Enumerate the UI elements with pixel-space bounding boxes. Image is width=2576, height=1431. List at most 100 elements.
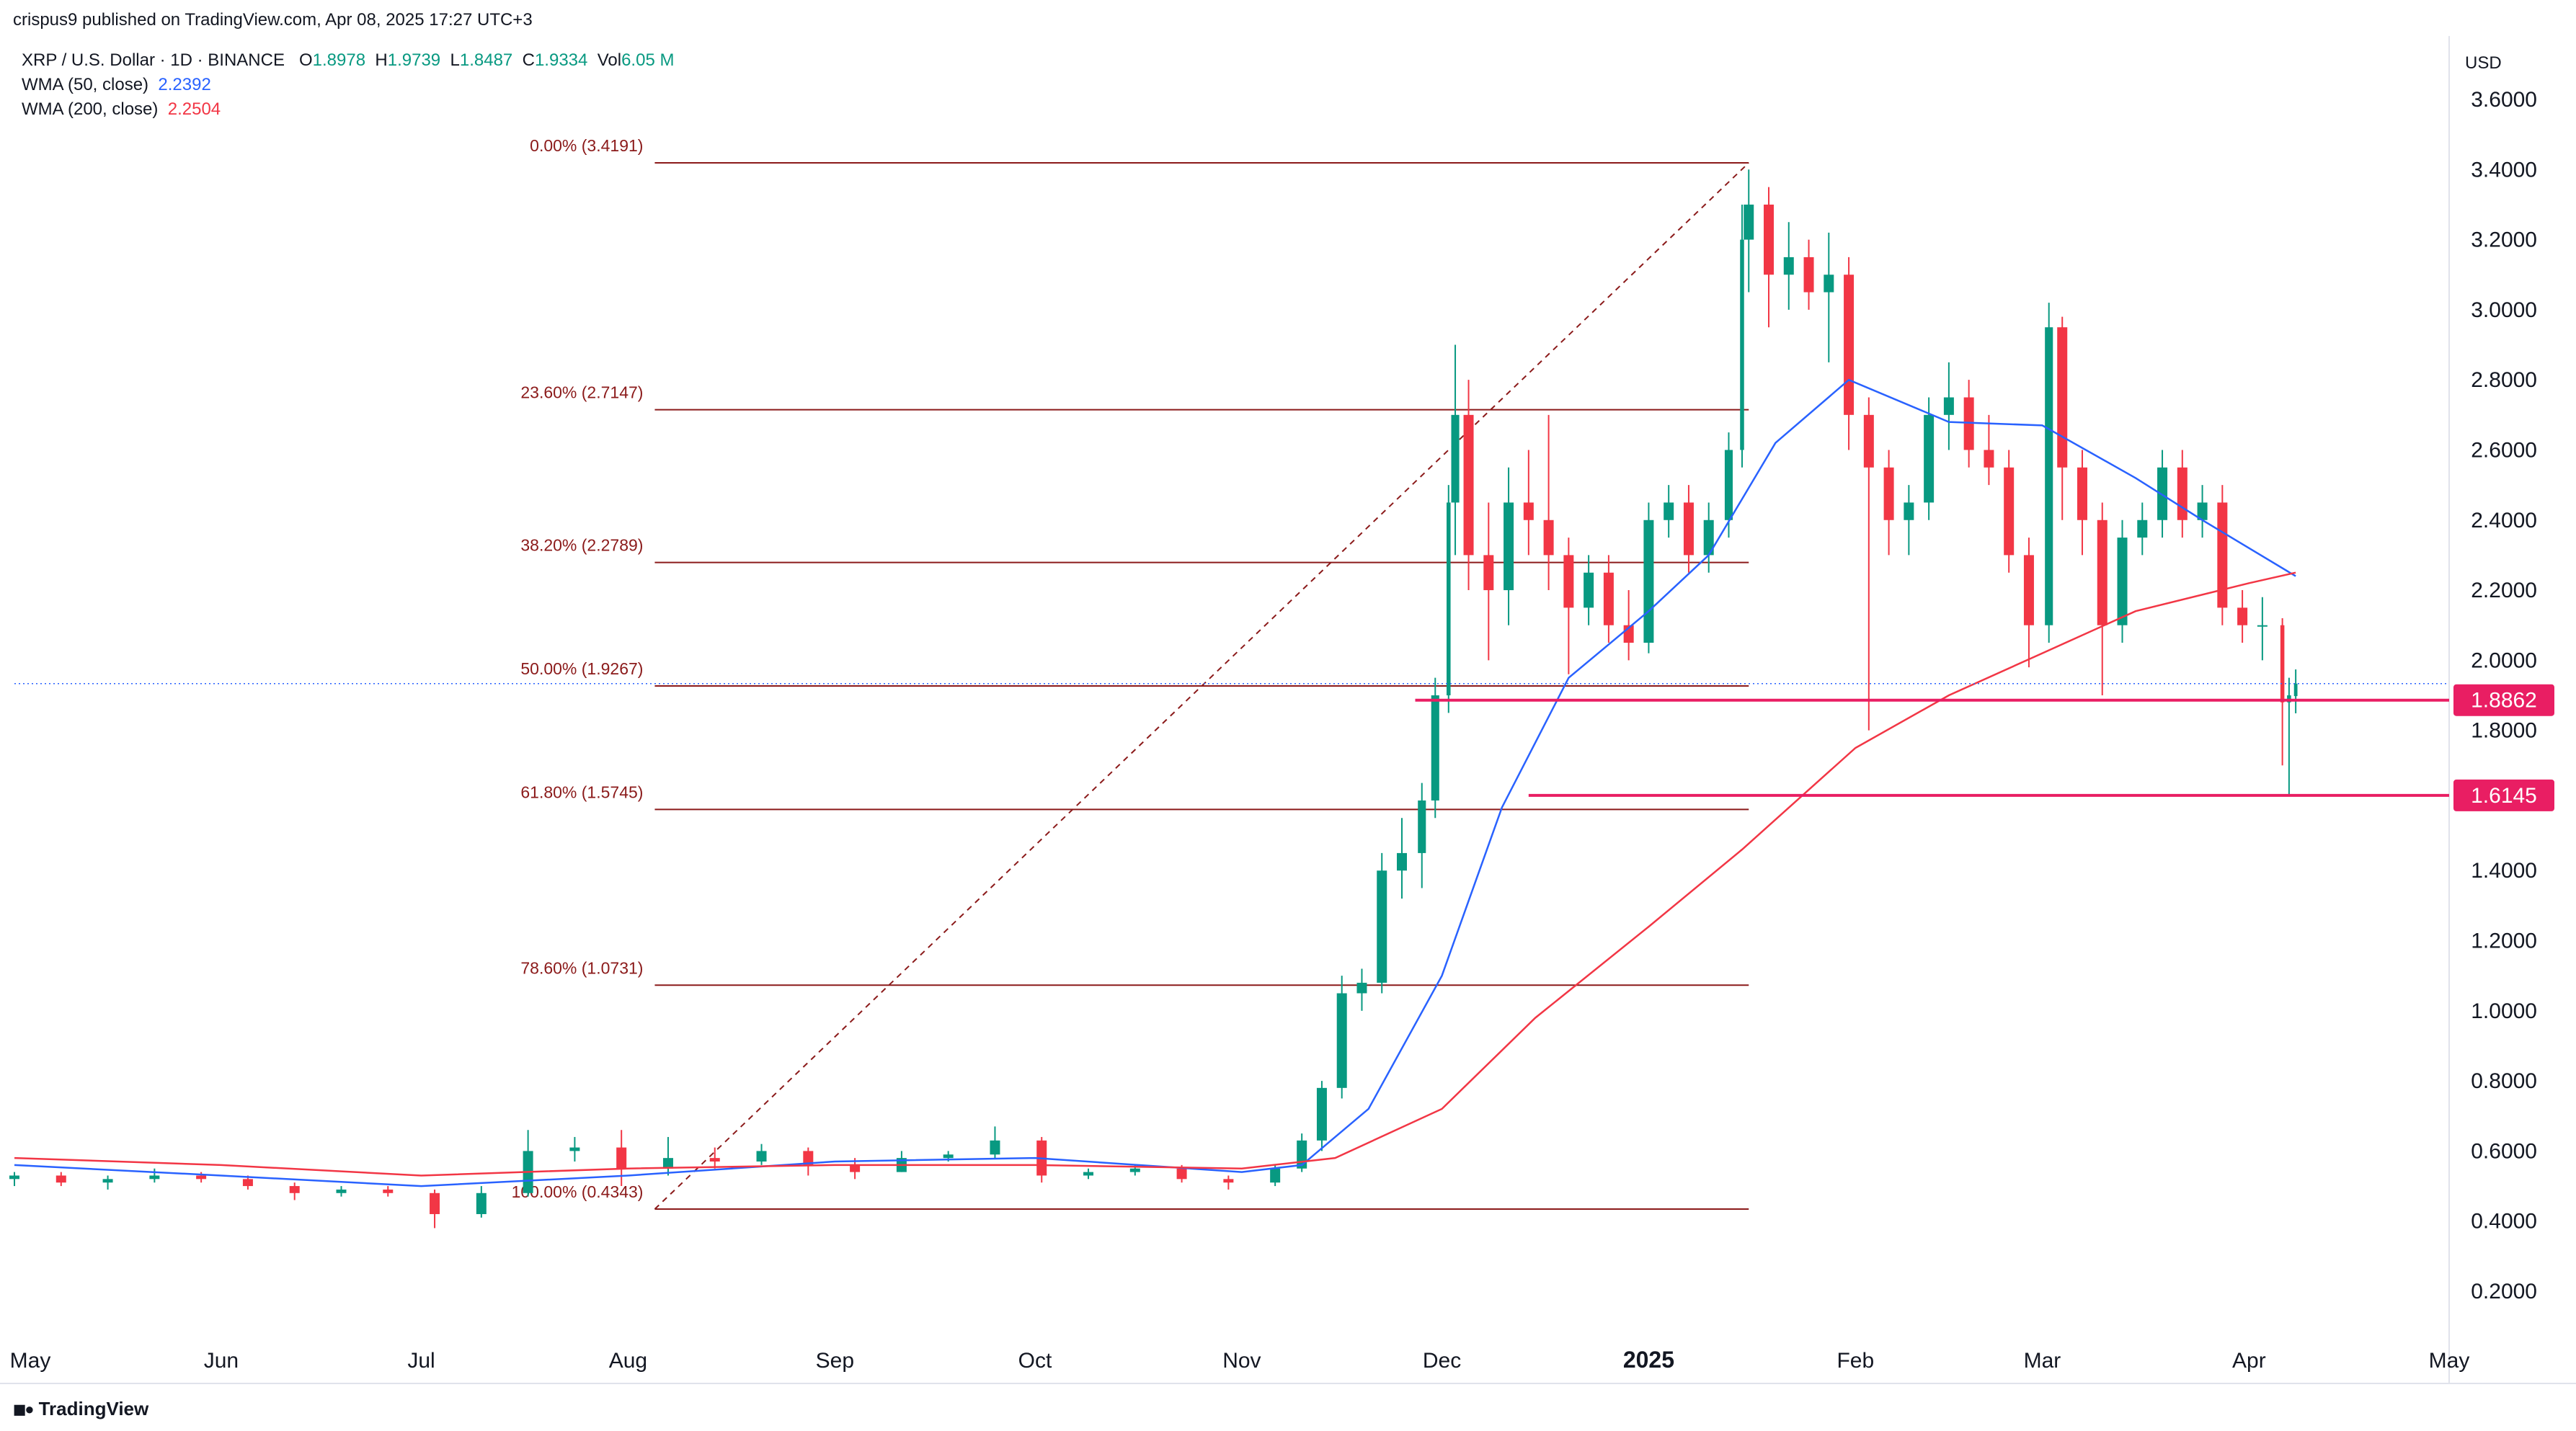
candle-body <box>2045 327 2053 625</box>
time-tick-label: Jul <box>407 1349 435 1373</box>
candle-body <box>1764 204 1775 275</box>
fibonacci-retracement[interactable]: 0.00% (3.4191) 23.60% (2.7147) 38.20% (2.2… <box>512 136 1749 1211</box>
price-tick-label: 3.6000 <box>2471 88 2537 112</box>
ohlc-close-key: C <box>522 50 535 70</box>
candle-body <box>1783 257 1794 275</box>
candle-body <box>569 1147 580 1151</box>
candle-body <box>336 1189 347 1193</box>
support-level-tag <box>2453 779 2554 811</box>
candle-body <box>2293 683 2298 697</box>
candle-body <box>1463 414 1474 556</box>
candle-body <box>1083 1172 1094 1176</box>
fib-level-label: 38.20% (2.2789) <box>520 536 643 555</box>
symbol-ohlc-line: XRP / U.S. Dollar · 1D · BINANCE O1.8978… <box>22 50 674 71</box>
candle-body <box>1603 572 1614 625</box>
candle-body <box>1744 204 1754 240</box>
wma200-line <box>14 571 2296 1177</box>
price-tick-label: 0.8000 <box>2471 1069 2537 1093</box>
candle-body <box>1431 695 1439 801</box>
candle-body <box>1824 275 1834 293</box>
price-tick-label: 2.2000 <box>2471 579 2537 602</box>
candle-body <box>55 1175 66 1183</box>
candle-body <box>1504 502 1514 591</box>
candle-body <box>1336 993 1347 1088</box>
candle-body <box>803 1151 814 1165</box>
candle-body <box>1883 467 1894 520</box>
price-tick-label: 3.4000 <box>2471 158 2537 182</box>
candle-body <box>2097 520 2108 625</box>
candle-body <box>2137 520 2148 538</box>
candle-body <box>430 1192 440 1214</box>
price-tick-label: 2.4000 <box>2471 509 2537 532</box>
candle-body <box>1563 555 1574 608</box>
price-tick-label: 3.2000 <box>2471 228 2537 252</box>
time-tick-label: Dec <box>1423 1349 1461 1373</box>
time-tick-label: Feb <box>1836 1349 1874 1373</box>
price-tick-label: 1.2000 <box>2471 930 2537 953</box>
candle-body <box>289 1186 300 1193</box>
time-tick-label: Aug <box>609 1349 647 1373</box>
candle-body <box>1803 257 1814 293</box>
wma200-legend[interactable]: WMA (200, close) 2.2504 <box>22 99 221 120</box>
price-axis-unit-label: USD <box>2465 53 2502 73</box>
wma50-legend[interactable]: WMA (50, close) 2.2392 <box>22 75 211 95</box>
ohlc-low-value: 1.8487 <box>459 50 513 70</box>
candle-body <box>102 1179 113 1183</box>
tradingview-logo[interactable]: ◼● TradingView <box>13 1398 148 1420</box>
candle-body <box>9 1175 19 1180</box>
candle-body <box>662 1158 673 1169</box>
candle-body <box>1844 275 1855 415</box>
candle-body <box>242 1179 253 1187</box>
ohlc-close-value: 1.9334 <box>534 50 588 70</box>
candlestick-series <box>9 169 2298 1229</box>
tradingview-logo-icon: ◼● <box>13 1399 35 1418</box>
candle-body <box>149 1175 160 1180</box>
fib-level-label: 61.80% (1.5745) <box>520 783 643 801</box>
candle-body <box>1984 450 1994 468</box>
wma200-value: 2.2504 <box>167 99 221 119</box>
candle-body <box>1396 852 1407 871</box>
candle-body <box>709 1158 720 1162</box>
candle-body <box>1863 414 1874 468</box>
candle-body <box>1176 1168 1187 1180</box>
time-tick-label: May <box>2429 1349 2470 1373</box>
candle-body <box>1643 520 1654 643</box>
time-axis[interactable]: May Jun Jul Aug Sep Oct Nov Dec 2025 Feb Mar Apr May <box>10 1347 2470 1373</box>
candle-body <box>1523 502 1534 520</box>
price-axis[interactable]: USD 3.6000 3.4000 3.2000 3.0000 2.8000 2.6000 2… <box>2465 53 2537 1303</box>
candle-body <box>2004 467 2015 556</box>
wma50-label: WMA (50, close) <box>22 75 149 94</box>
time-tick-label: Apr <box>2232 1349 2266 1373</box>
support-levels[interactable]: 1.8862 1.6145 <box>14 683 2554 811</box>
candle-body <box>1129 1168 1140 1172</box>
candle-body <box>1418 800 1426 853</box>
candle-body <box>990 1140 1000 1155</box>
time-tick-label: May <box>10 1349 51 1373</box>
fib-level-label: 78.60% (1.0731) <box>520 958 643 977</box>
candle-body <box>1270 1168 1281 1183</box>
candle-body <box>196 1175 207 1180</box>
candle-body <box>1703 520 1714 556</box>
fib-level-label: 50.00% (1.9267) <box>520 659 643 678</box>
time-tick-label: Mar <box>2024 1349 2061 1373</box>
price-tick-label: 2.8000 <box>2471 368 2537 392</box>
candle-body <box>1377 870 1387 983</box>
price-tick-label: 1.0000 <box>2471 999 2537 1023</box>
time-tick-label: Nov <box>1222 1349 1261 1373</box>
wma50-value: 2.2392 <box>158 75 211 94</box>
time-tick-label: Oct <box>1018 1349 1052 1373</box>
candle-body <box>756 1151 767 1162</box>
candle-body <box>1584 572 1594 608</box>
tradingview-logo-text: TradingView <box>38 1398 149 1419</box>
candle-body <box>2280 625 2285 703</box>
candle-body <box>1356 982 1367 994</box>
candle-body <box>1316 1087 1327 1141</box>
candle-body <box>1223 1179 1234 1183</box>
candle-body <box>2177 467 2188 520</box>
candle-body <box>943 1154 954 1159</box>
candle-body <box>2257 625 2268 627</box>
price-tick-label: 0.4000 <box>2471 1210 2537 1234</box>
fib-level-label: 23.60% (2.7147) <box>520 383 643 402</box>
candle-body <box>616 1147 627 1169</box>
